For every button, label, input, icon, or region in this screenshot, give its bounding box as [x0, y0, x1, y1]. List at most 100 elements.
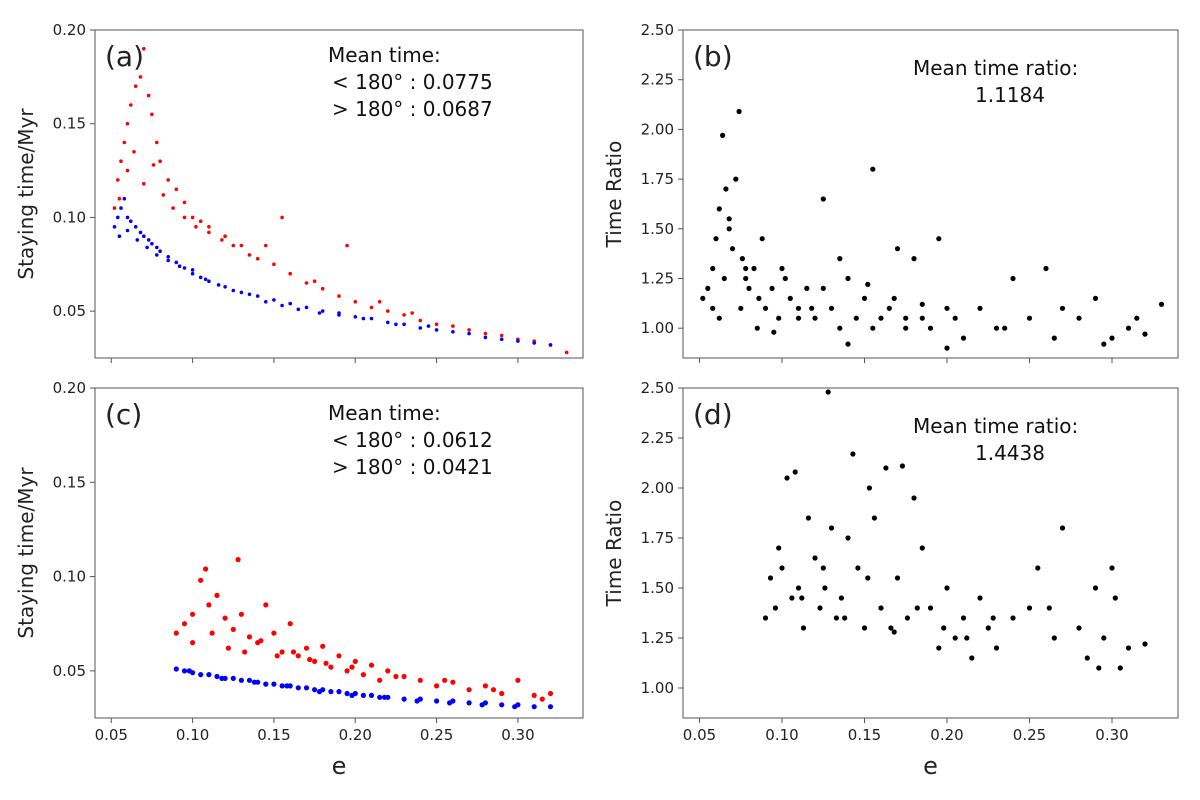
panel-label: (c): [105, 398, 142, 431]
y-tick-label: 0.20: [53, 379, 86, 397]
data-point: [1101, 635, 1107, 641]
data-point: [842, 615, 848, 621]
data-point: [1125, 645, 1132, 651]
y-tick-label: 0.05: [53, 302, 86, 320]
data-point: [220, 238, 224, 242]
data-point: [531, 704, 537, 710]
data-point: [1092, 585, 1099, 591]
data-point: [1059, 305, 1066, 311]
data-point: [969, 655, 975, 661]
data-point: [230, 675, 236, 682]
data-point: [303, 645, 310, 651]
data-point: [467, 331, 471, 336]
data-point: [125, 228, 130, 233]
data-point: [779, 265, 785, 272]
data-point: [784, 475, 790, 481]
data-point: [720, 132, 726, 138]
x-tick-label: 0.15: [257, 726, 290, 744]
data-point: [804, 285, 810, 291]
data-point: [155, 245, 159, 250]
data-point: [145, 245, 149, 250]
data-point: [1046, 605, 1052, 611]
data-point: [754, 325, 760, 331]
data-point: [402, 322, 406, 327]
data-point: [345, 243, 349, 248]
data-point: [320, 309, 325, 313]
data-point: [837, 256, 843, 262]
data-point: [174, 187, 179, 192]
annotation-title: Mean time:: [328, 401, 441, 425]
data-point: [190, 640, 196, 646]
data-point: [985, 625, 991, 631]
data-point: [547, 704, 554, 710]
data-point: [304, 281, 309, 285]
data-point: [288, 271, 293, 276]
data-point: [122, 140, 127, 145]
panel-label: (b): [693, 40, 733, 73]
data-point: [239, 243, 244, 248]
data-point: [729, 246, 736, 252]
data-point: [762, 305, 769, 311]
annotation-title: Mean time ratio:: [913, 414, 1078, 438]
data-point: [1092, 295, 1099, 301]
x-tick-label: 0.20: [930, 726, 963, 744]
data-point: [817, 605, 823, 611]
y-tick-label: 1.25: [641, 269, 674, 287]
data-point: [878, 315, 884, 321]
data-point: [828, 525, 835, 531]
x-tick-label: 0.30: [1095, 726, 1128, 744]
data-point: [919, 315, 925, 321]
data-point: [993, 645, 1000, 651]
y-tick-label: 1.25: [641, 629, 674, 647]
data-point: [203, 566, 209, 572]
data-point: [182, 200, 187, 205]
data-point: [1109, 565, 1115, 571]
data-point: [206, 672, 212, 678]
data-point: [1117, 665, 1123, 671]
x-tick-label: 0.05: [95, 726, 128, 744]
data-point: [344, 668, 350, 674]
data-point: [349, 664, 355, 670]
data-point: [242, 649, 248, 655]
data-point: [122, 196, 127, 201]
data-point: [467, 328, 471, 332]
annotation-line: > 180° : 0.0421: [332, 455, 493, 479]
data-point: [531, 692, 537, 699]
data-point: [434, 328, 439, 332]
y-tick-label: 2.50: [641, 21, 674, 39]
data-point: [944, 585, 950, 591]
data-point: [214, 673, 220, 680]
data-point: [337, 294, 341, 298]
data-point: [828, 305, 835, 311]
y-axis-label: Staying time/Myr: [14, 108, 38, 280]
data-point: [451, 324, 455, 328]
data-point: [112, 206, 117, 210]
data-point: [853, 315, 859, 321]
data-point: [377, 677, 383, 683]
data-point: [207, 279, 211, 284]
data-point: [225, 645, 231, 651]
data-point: [112, 225, 117, 229]
data-point: [903, 315, 909, 321]
data-point: [414, 698, 420, 704]
data-point: [393, 673, 399, 680]
data-point: [158, 159, 162, 163]
data-point: [434, 322, 439, 327]
data-point: [214, 592, 220, 599]
y-tick-label: 0.10: [53, 568, 86, 586]
data-point: [182, 266, 187, 270]
data-point: [410, 311, 415, 315]
data-point: [151, 163, 156, 167]
data-point: [337, 313, 341, 317]
data-point: [820, 285, 826, 291]
data-point: [990, 615, 996, 621]
data-point: [795, 315, 802, 321]
y-tick-label: 2.00: [641, 120, 674, 138]
data-point: [223, 285, 227, 289]
data-point: [216, 283, 221, 287]
data-point: [198, 577, 204, 583]
data-point: [779, 565, 785, 571]
data-point: [295, 653, 301, 659]
data-point: [1134, 315, 1140, 321]
data-point: [274, 653, 280, 659]
